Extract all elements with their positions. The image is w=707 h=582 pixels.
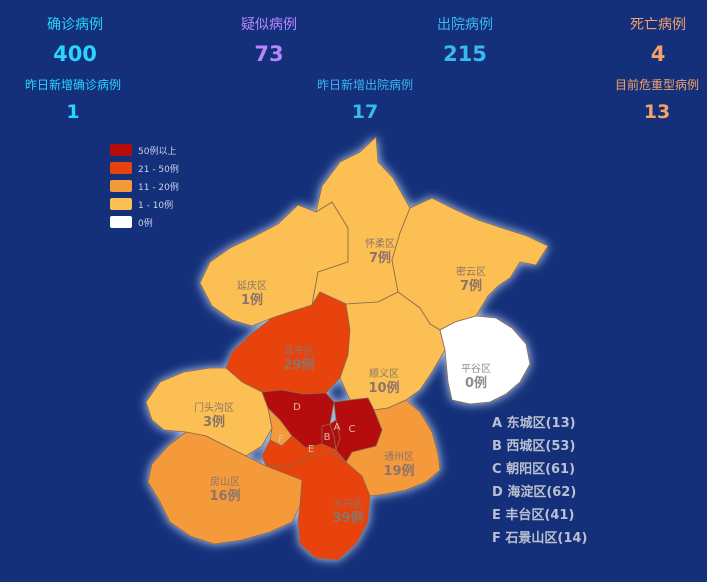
legend-swatch xyxy=(110,144,132,156)
core-district-item: F 石景山区(14) xyxy=(492,531,588,546)
discharged-stat: 出院病例 215 xyxy=(400,14,530,66)
label-huairou-name: 怀柔区 xyxy=(365,238,395,250)
confirmed-value: 400 xyxy=(53,42,97,66)
map-legend: 50例以上 21 - 50例 11 - 20例 1 - 10例 0例 xyxy=(110,141,179,231)
new-discharged-stat: 昨日新增出院病例 17 xyxy=(300,76,430,123)
label-fangshan-name: 房山区 xyxy=(210,475,240,488)
legend-item[interactable]: 50例以上 xyxy=(110,141,179,159)
district-dongcheng[interactable] xyxy=(329,419,341,451)
district-pinggu[interactable] xyxy=(439,315,531,405)
legend-item[interactable]: 1 - 10例 xyxy=(110,195,179,213)
label-pinggu-count: 0例 xyxy=(465,375,487,391)
suspected-value: 73 xyxy=(254,42,284,66)
label-daxing-count: 39例 xyxy=(332,510,363,526)
label-letter-a: A xyxy=(334,422,341,433)
new-confirmed-value: 1 xyxy=(66,101,80,123)
label-changping-count: 29例 xyxy=(283,357,314,373)
new-discharged-value: 17 xyxy=(351,101,379,123)
label-tongzhou-count: 19例 xyxy=(383,463,414,479)
label-mentougou-count: 3例 xyxy=(203,414,225,430)
label-mentougou-name: 门头沟区 xyxy=(194,401,234,414)
legend-label: 11 - 20例 xyxy=(138,182,179,193)
legend-label: 21 - 50例 xyxy=(138,164,179,175)
legend-swatch xyxy=(110,180,132,192)
confirmed-label: 确诊病例 xyxy=(47,17,103,33)
core-district-list: A 东城区(13) B 西城区(53) C 朝阳区(61) D 海淀区(62) … xyxy=(492,412,587,550)
label-fangshan-count: 16例 xyxy=(209,488,240,504)
core-district-item: D 海淀区(62) xyxy=(492,485,577,500)
deaths-label: 死亡病例 xyxy=(630,17,686,33)
legend-item[interactable]: 0例 xyxy=(110,213,179,231)
discharged-value: 215 xyxy=(443,42,487,66)
critical-label: 目前危重型病例 xyxy=(614,78,699,92)
label-huairou-count: 7例 xyxy=(369,250,391,266)
label-changping-name: 昌平区 xyxy=(284,345,314,357)
new-confirmed-stat: 昨日新增确诊病例 1 xyxy=(8,76,138,123)
label-shunyi-name: 顺义区 xyxy=(369,368,399,380)
deaths-stat: 死亡病例 4 xyxy=(593,14,707,66)
core-district-item: E 丰台区(41) xyxy=(492,508,575,523)
legend-label: 1 - 10例 xyxy=(138,200,174,211)
legend-swatch xyxy=(110,198,132,210)
core-district-item: B 西城区(53) xyxy=(492,439,576,454)
deaths-value: 4 xyxy=(650,42,666,66)
label-yanqing-name: 延庆区 xyxy=(237,279,267,292)
discharged-label: 出院病例 xyxy=(437,17,493,33)
legend-label: 50例以上 xyxy=(138,146,177,157)
label-pinggu-name: 平谷区 xyxy=(461,363,491,375)
suspected-stat: 疑似病例 73 xyxy=(204,14,334,66)
critical-stat: 目前危重型病例 13 xyxy=(592,76,707,123)
label-letter-e: E xyxy=(308,444,314,455)
label-yanqing-count: 1例 xyxy=(241,292,263,308)
legend-swatch xyxy=(110,162,132,174)
core-district-item: A 东城区(13) xyxy=(492,416,576,431)
label-daxing-name: 大兴区 xyxy=(333,497,363,510)
district-labels: 怀柔区 7例 密云区 7例 延庆区 1例 昌平区 29例 顺义区 10例 平谷区… xyxy=(194,238,491,526)
legend-item[interactable]: 21 - 50例 xyxy=(110,159,179,177)
new-confirmed-label: 昨日新增确诊病例 xyxy=(24,78,121,92)
district-shunyi[interactable] xyxy=(339,291,446,411)
critical-value: 13 xyxy=(643,101,671,123)
confirmed-stat: 确诊病例 400 xyxy=(10,14,140,66)
legend-swatch xyxy=(110,216,132,228)
new-discharged-label: 昨日新增出院病例 xyxy=(316,78,413,92)
legend-label: 0例 xyxy=(138,218,153,229)
label-letter-d: D xyxy=(293,402,301,413)
label-tongzhou-name: 通州区 xyxy=(384,451,414,463)
legend-item[interactable]: 11 - 20例 xyxy=(110,177,179,195)
label-letter-c: C xyxy=(349,424,356,435)
core-district-item: C 朝阳区(61) xyxy=(492,462,576,477)
label-letter-b: B xyxy=(324,432,331,443)
label-shunyi-count: 10例 xyxy=(368,380,399,396)
label-miyun-count: 7例 xyxy=(460,278,482,294)
label-miyun-name: 密云区 xyxy=(456,265,486,278)
label-letter-f: F xyxy=(278,434,284,445)
suspected-label: 疑似病例 xyxy=(241,17,297,33)
